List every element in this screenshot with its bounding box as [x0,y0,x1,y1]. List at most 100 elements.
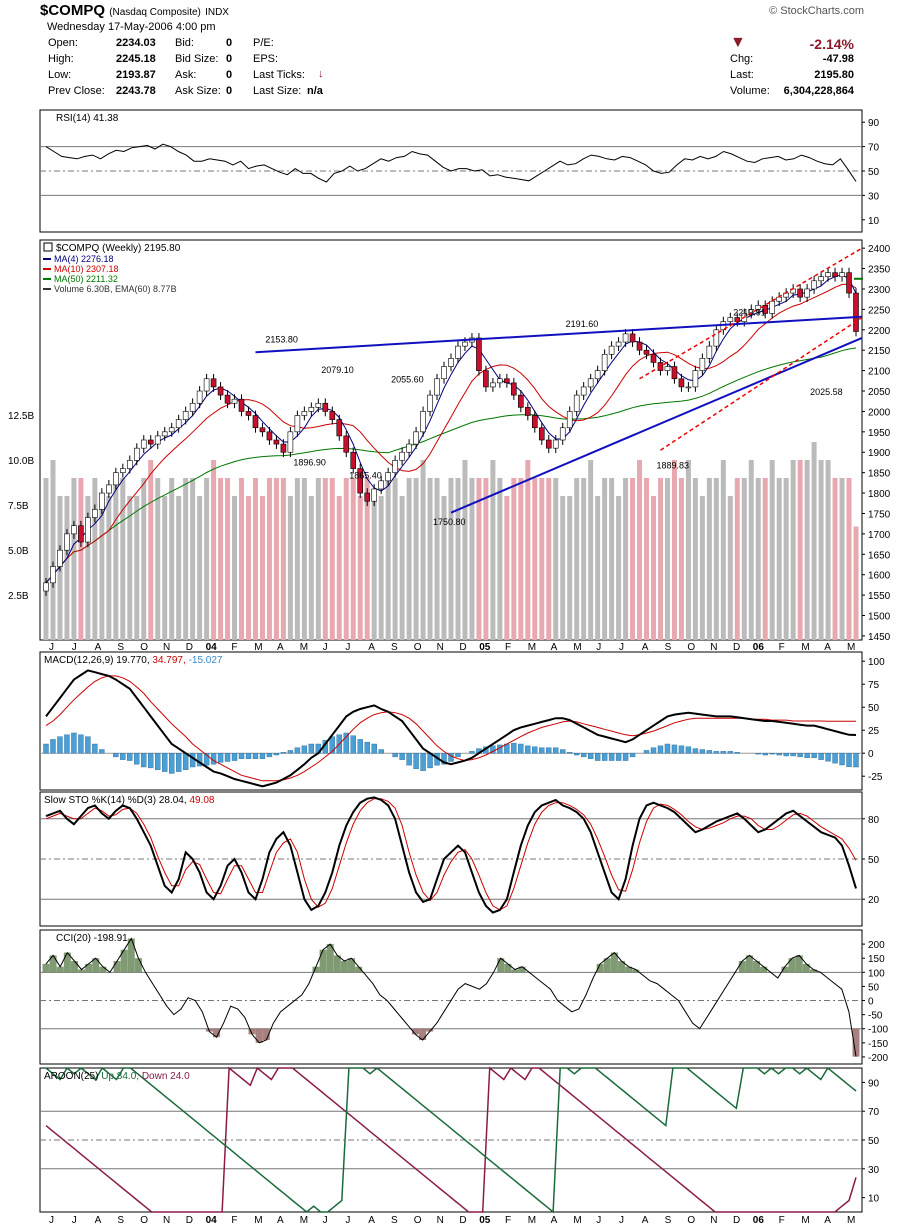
macd-y-tick-label: -25 [868,772,883,783]
quote-left-value: 2234.03 [116,37,156,49]
candle-body [853,292,859,332]
quote-left-label: Open: [48,37,78,49]
x-axis-label: D [459,1215,466,1226]
x-axis-label: A [824,642,831,653]
cci-y-tick-label: -100 [868,1025,888,1036]
candle-body [280,443,287,453]
candle-body [587,378,594,388]
aroon-up-line [45,1066,857,1214]
volume-bar [588,460,594,640]
candle-body [175,419,182,429]
candle-body [120,468,126,473]
x-axis-label: M [254,642,262,653]
macd-histogram-bar [706,750,713,754]
candle-body [71,525,77,535]
cci-overbought-fill [63,952,71,973]
volume-bar [671,460,677,640]
candle-body [552,439,559,449]
x-axis-label: M [528,1215,536,1226]
candle-body [154,435,161,445]
legend-entry: MA(10) 2307.18 [54,264,119,274]
candle-body [531,415,538,429]
macd-histogram-bar [50,739,56,754]
x-axis-label: O [414,642,422,653]
x-axis-label: A [642,642,649,653]
aroon-title: AROON(25) Up 84.0, Down 24.0 [44,1071,190,1082]
quote-mid-label: Ask: [175,69,197,81]
credit[interactable]: © StockCharts.com [769,5,864,17]
volume-bar [190,478,196,640]
cci-overbought-fill [99,966,107,973]
candle-body [664,366,671,371]
quote-mid2-value: n/a [307,85,323,97]
volume-bar [162,496,168,640]
cci-overbought-fill [312,966,320,973]
rsi-y-tick-label: 30 [868,191,880,202]
cci-overbought-fill [738,961,746,973]
candle-body [427,394,433,412]
sto-y-tick-label: 50 [868,855,880,866]
candle-body [301,411,308,416]
macd-histogram-bar [776,753,782,756]
cci-oversold-fill [248,1028,256,1035]
cci-overbought-fill [70,961,78,973]
volume-bar [769,460,775,640]
candle-body [238,398,245,412]
candle-body [43,582,49,592]
candle-body [636,341,643,351]
macd-histogram-bar [406,753,412,766]
macd-histogram-bar [64,734,70,754]
cci-overbought-fill [610,952,618,973]
macd-histogram-bar [818,753,824,760]
x-axis-label: S [665,1215,672,1226]
candle-body [839,272,845,278]
candle-body [385,472,391,482]
x-axis-label: M [847,642,855,653]
x-axis-label: N [163,642,170,653]
x-axis-label: M [300,642,308,653]
candle-body [692,370,699,388]
candle-body [364,492,371,502]
quote-mid-value: 0 [226,69,233,81]
symbol-title: $COMPQ (Nasdaq Composite) INDX [40,2,229,19]
x-axis-label: J [49,1215,54,1226]
cci-overbought-fill [134,958,142,973]
candle-body [559,427,566,441]
candle-body [706,345,713,359]
volume-bar [148,460,154,640]
macd-y-tick-label: 100 [868,657,885,668]
candle-body [315,402,322,408]
x-axis-label: D [186,642,193,653]
macd-histogram-bar [853,753,859,768]
volume-bar [846,478,852,640]
macd-histogram-bar [685,746,692,754]
symbol: $COMPQ [40,2,106,19]
x-axis-label: A [824,1215,831,1226]
x-axis-label: F [779,642,785,653]
volume-bar [546,478,552,640]
candle-body [441,366,447,380]
x-axis-label: 05 [479,642,491,653]
x-axis-label: J [72,642,77,653]
volume-bar [616,496,622,640]
volume-bar [225,478,231,640]
macd-histogram-bar [392,753,398,758]
candle-body [161,431,168,437]
macd-histogram-bar [622,753,629,761]
rsi-y-tick-label: 10 [868,216,880,227]
cci-overbought-fill [319,949,327,973]
volume-bar [371,496,377,640]
candle-body [329,411,336,420]
cci-oversold-fill [262,1028,270,1041]
volume-bar [609,478,615,640]
volume-bar [420,460,426,640]
x-axis-label: M [300,1215,308,1226]
cci-overbought-fill [127,938,135,973]
x-axis-label: N [710,1215,717,1226]
quote-left-value: 2193.87 [116,69,156,81]
cci-overbought-fill [795,955,803,973]
macd-title: MACD(12,26,9) 19.770, 34.797, -15.027 [44,655,223,666]
x-axis-label: D [186,1215,193,1226]
cci-overbought-fill [511,969,519,973]
macd-histogram-bar [615,753,622,761]
